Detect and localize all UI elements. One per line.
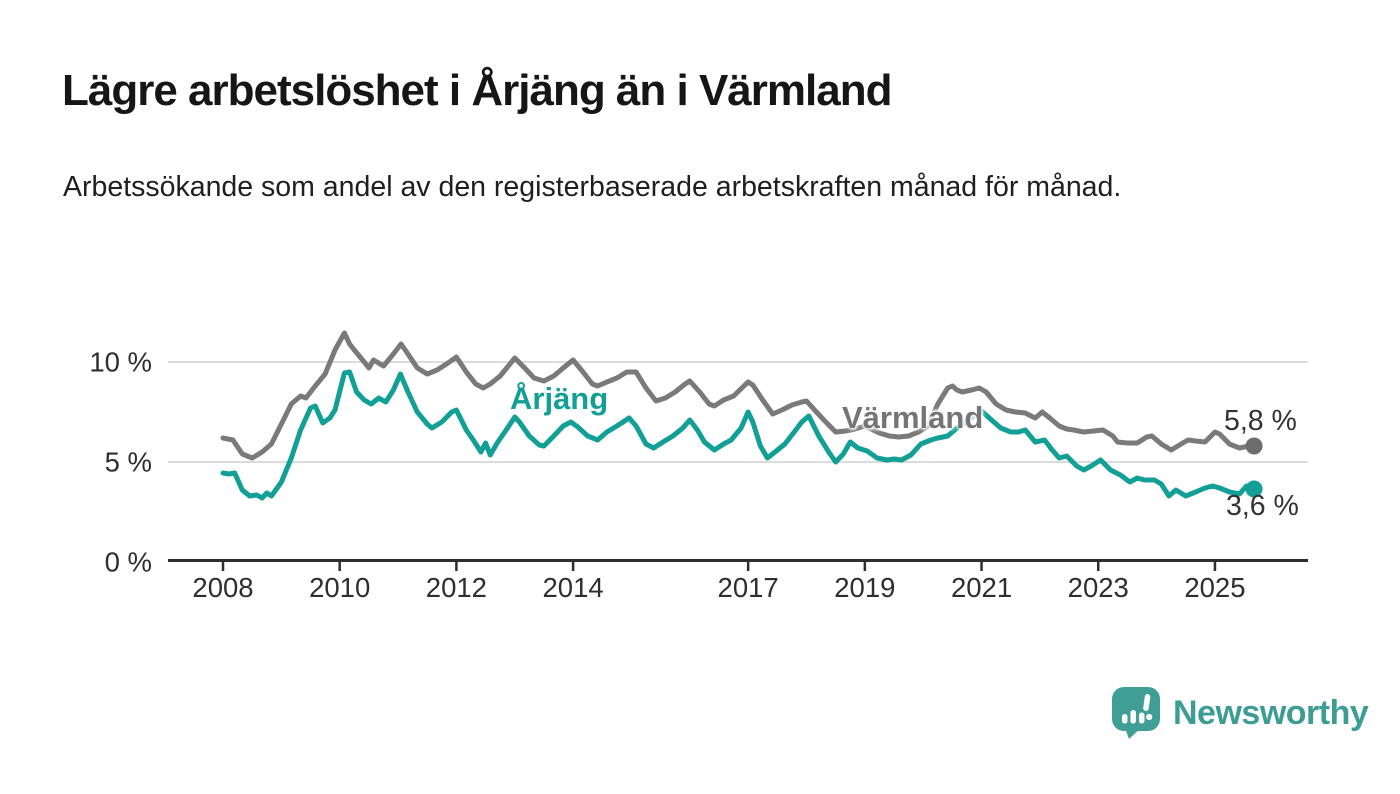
x-tick-label: 2021 [951,572,1012,603]
x-tick-label: 2017 [718,572,779,603]
x-tick-label: 2023 [1068,572,1129,603]
x-tick-label: 2025 [1184,572,1245,603]
series-line-värmland [220,330,1257,461]
y-tick-label: 0 % [105,547,152,578]
end-dot-värmland [1245,437,1263,455]
newsworthy-logo: Newsworthy [1111,686,1369,740]
end-dot-årjäng [1245,480,1263,498]
x-tick-label: 2012 [426,572,487,603]
end-value-varmland: 5,8 % [1224,405,1297,437]
x-tick-label: 2014 [543,572,604,603]
end-value-arjang: 3,6 % [1226,490,1299,522]
chart-title: Lägre arbetslöshet i Årjäng än i Värmlan… [62,66,892,115]
newsworthy-logo-text: Newsworthy [1173,694,1369,732]
bar-chart-speech-bubble-icon [1112,687,1160,739]
series-label-varmland: Värmland [842,400,984,435]
chart-subtitle: Arbetssökande som andel av den registerb… [63,171,1122,203]
x-tick-label: 2010 [309,572,370,603]
y-tick-label: 5 % [105,447,152,478]
series-line-årjäng [220,369,1257,501]
x-tick-label: 2019 [834,572,895,603]
series-label-arjang: Årjäng [510,381,609,416]
x-tick-label: 2008 [192,572,253,603]
y-tick-label: 10 % [89,347,152,378]
